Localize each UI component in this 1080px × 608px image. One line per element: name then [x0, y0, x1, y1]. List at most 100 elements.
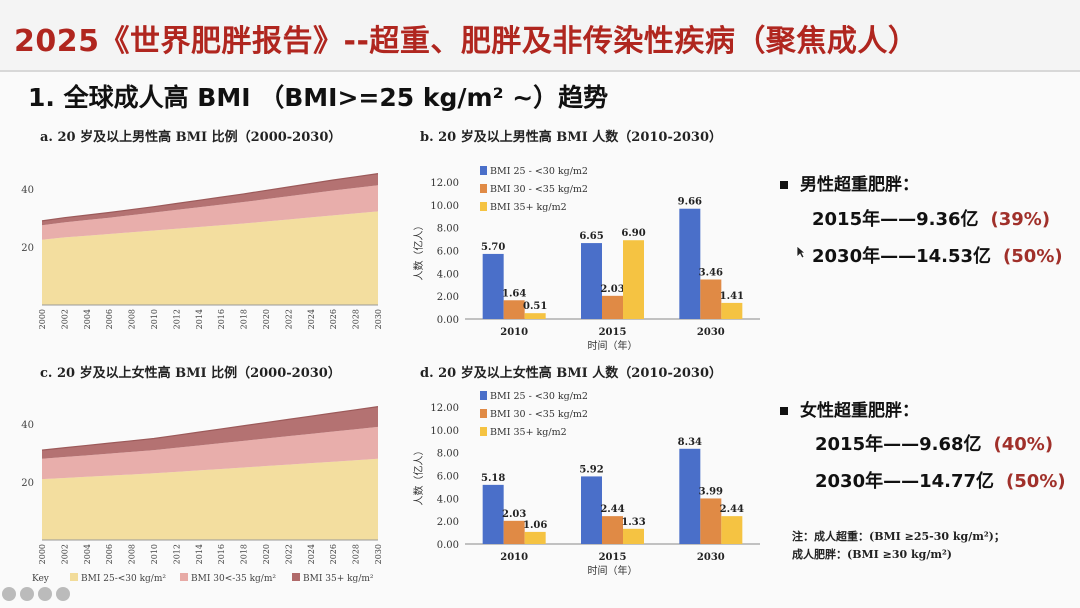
bar-value-label: 8.34 — [678, 437, 702, 448]
bar-2010-series-3 — [524, 531, 546, 544]
area-series-1 — [42, 211, 378, 305]
bar-value-label: 2.44 — [720, 504, 744, 515]
y-tick-label: 8.00 — [437, 224, 459, 235]
area-series-1 — [42, 458, 378, 540]
x-tick-label: 2015 — [599, 327, 627, 338]
chart-b-bar: 0.00 2.00 4.00 6.00 8.00 10.00 12.00 人数（亿人） 5.70… — [412, 166, 760, 352]
x-tick-label: 2000 — [38, 309, 47, 329]
chart-a-title: a. 20 岁及以上男性高 BMI 比例（2000-2030） — [40, 130, 342, 145]
y-tick-label: 10.00 — [430, 201, 459, 212]
x-tick-label: 2004 — [83, 309, 92, 329]
female-summary-line-2015: 2015年——9.68亿 (40%) — [815, 430, 1053, 456]
x-tick-label: 2030 — [697, 552, 725, 563]
male-2030-text: 2030年——14.53亿 — [812, 246, 992, 267]
bullet-icon — [780, 181, 788, 189]
area-series-3 — [42, 406, 378, 459]
area-top-outline — [41, 173, 379, 222]
chart-a-area: 20 40 2000 2002 2004 2006 2008 2010 2012 2014 2016… — [21, 173, 383, 329]
legend-swatch-2 — [480, 184, 487, 193]
x-tick-label: 2030 — [374, 309, 383, 329]
x-tick-label: 2008 — [128, 309, 137, 329]
x-tick-label: 2004 — [83, 544, 92, 564]
bar-2015-series-1 — [581, 243, 602, 319]
bar-value-label: 3.46 — [699, 267, 723, 278]
bar-2030-series-3 — [721, 516, 743, 544]
legend-label-2: BMI 30<-35 kg/m² — [191, 574, 276, 584]
bar-value-label: 1.06 — [523, 520, 547, 531]
chart-d-bar: 0.00 2.00 4.00 6.00 8.00 10.00 12.00 人数（亿人） 5.18… — [412, 391, 760, 577]
area-top-outline — [41, 406, 379, 451]
area-series-2 — [42, 426, 378, 480]
x-tick-label: 2026 — [329, 309, 338, 329]
bar-2010-series-2 — [503, 520, 525, 544]
bar-value-label: 9.66 — [678, 197, 702, 208]
x-tick-label: 2018 — [240, 544, 249, 564]
player-controls — [0, 584, 120, 605]
x-tick-label: 2006 — [105, 544, 114, 564]
chart-d-title: d. 20 岁及以上女性高 BMI 人数（2010-2030） — [420, 366, 723, 381]
y-tick-label: 2.00 — [437, 292, 459, 303]
y-tick-label: 2.00 — [437, 517, 459, 528]
female-summary-line-2030: 2030年——14.77亿 (50%) — [815, 467, 1066, 493]
y-tick-label: 4.00 — [437, 269, 459, 280]
chart-c-area: 20 40 2000 2002 2004 2006 2008 2010 2012 2014 2016… — [21, 406, 383, 584]
legend-swatch-1 — [480, 166, 487, 175]
footnote-line-2: 成人肥胖：(BMI ≥30 kg/m²) — [792, 548, 952, 561]
y-tick-label: 20 — [21, 478, 34, 489]
male-2015-text: 2015年——9.36亿 — [812, 209, 979, 230]
x-tick-label: 2012 — [172, 544, 181, 564]
slide-title: 2025《世界肥胖报告》--超重、肥胖及非传染性疾病（聚焦成人） — [14, 24, 919, 59]
bar-value-label: 6.90 — [621, 228, 645, 239]
bar-2015-series-1 — [581, 476, 602, 544]
bar-2010-series-1 — [482, 253, 504, 319]
legend-label-1: BMI 25-<30 kg/m² — [81, 574, 166, 584]
share-icon[interactable] — [2, 587, 16, 601]
section-heading: 1. 全球成人高 BMI （BMI>=25 kg/m² ~）趋势 — [28, 83, 609, 112]
y-tick-label: 0.00 — [437, 315, 459, 326]
female-2015-pct: (40%) — [993, 434, 1054, 455]
x-tick-label: 2024 — [307, 309, 316, 329]
female-2030-pct: (50%) — [1006, 471, 1066, 492]
x-tick-label: 2026 — [329, 544, 338, 564]
bar-value-label: 0.51 — [523, 301, 547, 312]
x-tick-label: 2016 — [217, 309, 226, 329]
x-axis-label: 时间（年） — [588, 339, 638, 352]
x-tick-label: 2002 — [60, 309, 69, 329]
male-summary-line-2015: 2015年——9.36亿 (39%) — [812, 205, 1050, 231]
y-tick-label: 8.00 — [437, 449, 459, 460]
x-tick-label: 2030 — [374, 544, 383, 564]
y-tick-label: 10.00 — [430, 426, 459, 437]
x-tick-label: 2010 — [150, 309, 159, 329]
footnote: 注：成人超重：(BMI ≥25-30 kg/m²)； 成人肥胖：(BMI ≥30… — [792, 528, 1005, 564]
area-series-2 — [42, 185, 378, 240]
mouse-cursor-icon — [796, 245, 807, 259]
bar-2030-series-2 — [700, 498, 722, 544]
settings-icon[interactable] — [56, 587, 70, 601]
x-tick-label: 2016 — [217, 544, 226, 564]
edit-icon[interactable] — [20, 587, 34, 601]
bar-2015-series-3 — [623, 528, 644, 544]
legend-swatch-2 — [480, 409, 487, 418]
bar-value-label: 1.41 — [720, 291, 744, 302]
bullet-icon — [780, 407, 788, 415]
x-tick-label: 2010 — [500, 327, 528, 338]
y-tick-label: 40 — [21, 185, 34, 196]
male-summary-title: 男性超重肥胖： — [780, 170, 919, 195]
male-2015-pct: (39%) — [990, 209, 1051, 230]
bar-2030-series-1 — [679, 448, 701, 544]
x-tick-label: 2008 — [128, 544, 137, 564]
bar-value-label: 2.44 — [600, 504, 624, 515]
bar-value-label: 3.99 — [699, 486, 723, 497]
x-tick-label: 2012 — [172, 309, 181, 329]
y-tick-label: 0.00 — [437, 540, 459, 551]
x-tick-label: 2014 — [195, 544, 204, 564]
captions-icon[interactable] — [38, 587, 52, 601]
x-tick-label: 2022 — [284, 544, 293, 564]
x-tick-label: 2020 — [262, 309, 271, 329]
legend-label-2: BMI 30 - <35 kg/m2 — [490, 184, 588, 195]
y-tick-label: 6.00 — [437, 247, 459, 258]
legend-label-1: BMI 25 - <30 kg/m2 — [490, 166, 588, 177]
bar-2030-series-3 — [721, 302, 743, 319]
legend-swatch-3 — [480, 202, 487, 211]
bar-2010-series-3 — [524, 313, 546, 319]
